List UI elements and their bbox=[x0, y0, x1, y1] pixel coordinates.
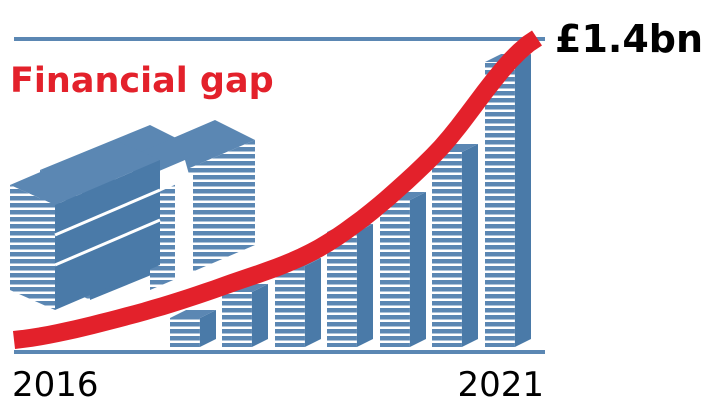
money-column-side bbox=[514, 54, 531, 347]
money-column-side bbox=[461, 144, 478, 347]
money-column-front bbox=[380, 200, 410, 347]
end-value-label: £1.4bn bbox=[555, 17, 703, 61]
x-tick-label-start: 2016 bbox=[12, 365, 99, 401]
money-column-top bbox=[170, 310, 216, 318]
money-column-side bbox=[356, 224, 373, 347]
money-column-side bbox=[199, 310, 216, 347]
money-column-front bbox=[275, 266, 305, 347]
money-column-front bbox=[222, 292, 252, 347]
money-column-front bbox=[485, 62, 515, 347]
banknote-stack-icon bbox=[10, 120, 255, 310]
trend-line bbox=[12, 30, 542, 349]
money-column-side bbox=[304, 258, 321, 347]
money-column-front bbox=[170, 318, 200, 347]
x-tick-label-end: 2021 bbox=[457, 365, 544, 401]
money-columns bbox=[170, 54, 531, 347]
money-column-side bbox=[409, 192, 426, 347]
money-column-front bbox=[327, 232, 357, 347]
money-column-front bbox=[432, 152, 462, 347]
chart-title: Financial gap bbox=[10, 61, 274, 101]
money-column-side bbox=[251, 284, 268, 347]
